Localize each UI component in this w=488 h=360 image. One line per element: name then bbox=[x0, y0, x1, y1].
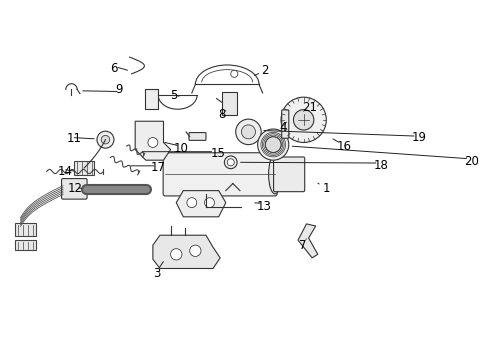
Circle shape bbox=[293, 110, 313, 130]
Bar bbox=[221, 92, 237, 115]
Ellipse shape bbox=[268, 155, 281, 194]
Polygon shape bbox=[297, 224, 317, 258]
Text: 5: 5 bbox=[170, 89, 178, 102]
Circle shape bbox=[189, 245, 201, 256]
Circle shape bbox=[148, 138, 158, 148]
Circle shape bbox=[235, 119, 261, 145]
FancyBboxPatch shape bbox=[61, 179, 87, 199]
FancyBboxPatch shape bbox=[273, 157, 304, 192]
Circle shape bbox=[101, 135, 109, 144]
FancyBboxPatch shape bbox=[281, 110, 288, 138]
Polygon shape bbox=[176, 190, 225, 217]
Polygon shape bbox=[135, 121, 170, 160]
Text: 4: 4 bbox=[278, 121, 286, 134]
Circle shape bbox=[227, 159, 234, 166]
Text: 11: 11 bbox=[66, 132, 81, 145]
Text: 13: 13 bbox=[256, 201, 271, 213]
Circle shape bbox=[230, 70, 237, 77]
Circle shape bbox=[224, 156, 237, 169]
Bar bbox=[145, 89, 158, 109]
Text: 20: 20 bbox=[464, 155, 478, 168]
Circle shape bbox=[257, 129, 288, 160]
Text: 6: 6 bbox=[110, 62, 118, 75]
Circle shape bbox=[265, 137, 281, 152]
Text: 21: 21 bbox=[302, 101, 317, 114]
Text: 1: 1 bbox=[322, 182, 329, 195]
Circle shape bbox=[97, 131, 114, 148]
FancyBboxPatch shape bbox=[163, 153, 277, 196]
Text: 8: 8 bbox=[218, 108, 225, 121]
Text: 2: 2 bbox=[261, 64, 268, 77]
Text: 10: 10 bbox=[174, 141, 188, 155]
FancyBboxPatch shape bbox=[188, 132, 205, 140]
Text: 14: 14 bbox=[57, 165, 72, 178]
Text: 3: 3 bbox=[153, 267, 160, 280]
Circle shape bbox=[281, 97, 325, 143]
Polygon shape bbox=[153, 235, 220, 269]
Text: 17: 17 bbox=[150, 162, 165, 175]
Bar bbox=[15, 240, 36, 250]
Circle shape bbox=[186, 198, 196, 208]
Text: 12: 12 bbox=[68, 182, 83, 195]
Bar bbox=[15, 223, 36, 236]
Bar bbox=[74, 161, 94, 175]
Text: 7: 7 bbox=[299, 239, 306, 252]
Text: 15: 15 bbox=[210, 147, 224, 159]
Circle shape bbox=[241, 125, 255, 139]
Text: 19: 19 bbox=[411, 131, 426, 144]
Text: 16: 16 bbox=[336, 140, 350, 153]
Circle shape bbox=[204, 198, 214, 208]
Text: 9: 9 bbox=[115, 83, 122, 96]
Circle shape bbox=[170, 249, 182, 260]
Text: 18: 18 bbox=[373, 159, 388, 172]
